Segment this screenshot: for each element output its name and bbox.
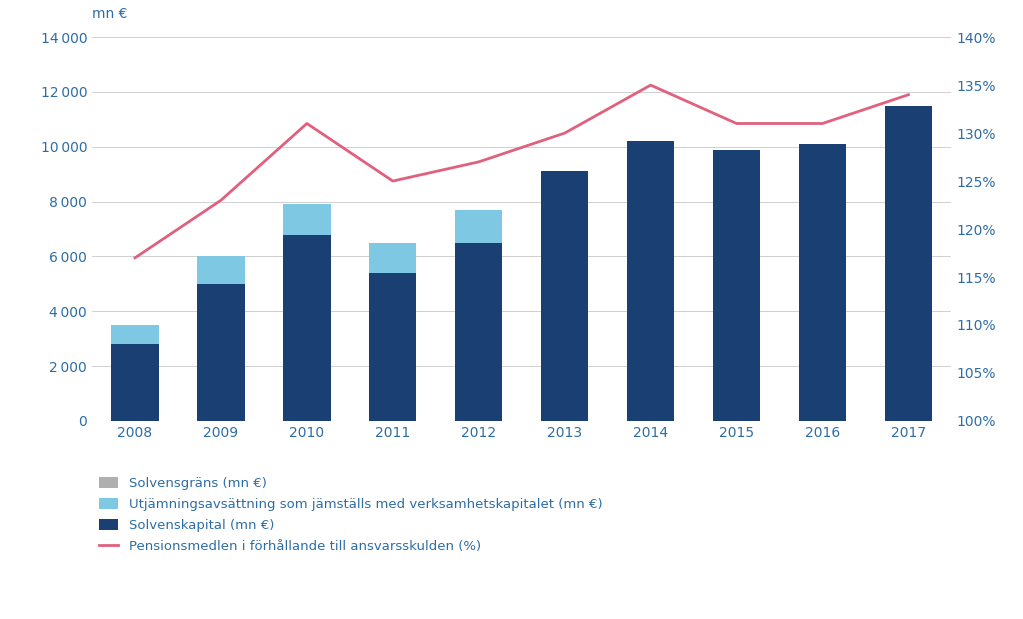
- Text: mn €: mn €: [92, 7, 128, 20]
- Bar: [541, 171, 588, 421]
- Bar: [369, 243, 416, 273]
- Bar: [112, 344, 159, 421]
- Bar: [369, 342, 416, 421]
- Bar: [885, 106, 932, 421]
- Legend: Solvensgräns (mn €), Utjämningsavsättning som jämställs med verksamhetskapitalet: Solvensgräns (mn €), Utjämningsavsättnin…: [98, 477, 603, 553]
- Bar: [541, 298, 588, 421]
- Bar: [455, 243, 502, 421]
- Bar: [112, 325, 159, 344]
- Bar: [799, 144, 846, 421]
- Bar: [283, 204, 330, 235]
- Bar: [455, 325, 502, 421]
- Bar: [713, 275, 760, 421]
- Bar: [112, 374, 159, 421]
- Bar: [885, 251, 932, 421]
- Bar: [369, 273, 416, 421]
- Bar: [627, 279, 674, 421]
- Bar: [713, 150, 760, 421]
- Bar: [455, 210, 502, 243]
- Bar: [197, 350, 244, 421]
- Bar: [627, 141, 674, 421]
- Bar: [283, 342, 330, 421]
- Bar: [283, 235, 330, 421]
- Bar: [197, 284, 244, 421]
- Bar: [799, 270, 846, 421]
- Bar: [197, 256, 244, 284]
